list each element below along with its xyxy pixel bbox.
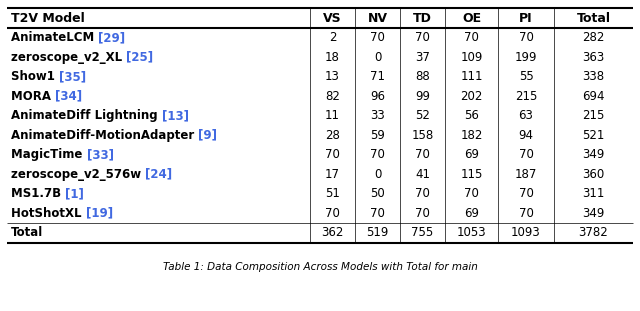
Text: 111: 111 bbox=[460, 70, 483, 83]
Text: 17: 17 bbox=[325, 168, 340, 181]
Text: 70: 70 bbox=[518, 187, 533, 200]
Text: 215: 215 bbox=[515, 90, 537, 103]
Text: 282: 282 bbox=[582, 31, 605, 44]
Text: 182: 182 bbox=[460, 129, 483, 142]
Text: 69: 69 bbox=[464, 148, 479, 161]
Text: NV: NV bbox=[367, 12, 387, 25]
Text: 338: 338 bbox=[582, 70, 605, 83]
Text: 70: 70 bbox=[415, 207, 430, 220]
Text: 519: 519 bbox=[366, 226, 388, 239]
Text: 70: 70 bbox=[464, 31, 479, 44]
Text: zeroscope_v2_XL: zeroscope_v2_XL bbox=[11, 51, 126, 64]
Text: 363: 363 bbox=[582, 51, 605, 64]
Text: MagicTime: MagicTime bbox=[11, 148, 86, 161]
Text: MS1.7B: MS1.7B bbox=[11, 187, 65, 200]
Text: 70: 70 bbox=[518, 148, 533, 161]
Text: 187: 187 bbox=[515, 168, 537, 181]
Text: 0: 0 bbox=[374, 168, 381, 181]
Text: 70: 70 bbox=[370, 148, 385, 161]
Text: 70: 70 bbox=[518, 31, 533, 44]
Text: 521: 521 bbox=[582, 129, 605, 142]
Text: [33]: [33] bbox=[86, 148, 113, 161]
Text: Total: Total bbox=[11, 226, 44, 239]
Text: 70: 70 bbox=[370, 207, 385, 220]
Text: 115: 115 bbox=[460, 168, 483, 181]
Text: AnimateDiff Lightning: AnimateDiff Lightning bbox=[11, 109, 162, 122]
Text: [34]: [34] bbox=[55, 90, 83, 103]
Text: [24]: [24] bbox=[145, 168, 172, 181]
Text: 109: 109 bbox=[460, 51, 483, 64]
Text: 70: 70 bbox=[415, 31, 430, 44]
Text: 1093: 1093 bbox=[511, 226, 541, 239]
Text: PI: PI bbox=[519, 12, 533, 25]
Text: 3782: 3782 bbox=[579, 226, 609, 239]
Text: 88: 88 bbox=[415, 70, 430, 83]
Text: 70: 70 bbox=[415, 187, 430, 200]
Text: Total: Total bbox=[577, 12, 611, 25]
Text: 82: 82 bbox=[325, 90, 340, 103]
Text: 2: 2 bbox=[329, 31, 336, 44]
Text: 362: 362 bbox=[321, 226, 344, 239]
Text: Table 1: Data Composition Across Models with Total for main: Table 1: Data Composition Across Models … bbox=[163, 262, 477, 272]
Text: [13]: [13] bbox=[162, 109, 189, 122]
Text: 71: 71 bbox=[370, 70, 385, 83]
Text: 755: 755 bbox=[412, 226, 434, 239]
Text: 52: 52 bbox=[415, 109, 430, 122]
Text: T2V Model: T2V Model bbox=[11, 12, 84, 25]
Text: OE: OE bbox=[462, 12, 481, 25]
Text: 59: 59 bbox=[370, 129, 385, 142]
Text: 202: 202 bbox=[460, 90, 483, 103]
Text: 63: 63 bbox=[518, 109, 533, 122]
Text: 33: 33 bbox=[370, 109, 385, 122]
Text: 70: 70 bbox=[518, 207, 533, 220]
Text: 0: 0 bbox=[374, 51, 381, 64]
Text: 311: 311 bbox=[582, 187, 605, 200]
Text: 41: 41 bbox=[415, 168, 430, 181]
Text: 11: 11 bbox=[325, 109, 340, 122]
Text: HotShotXL: HotShotXL bbox=[11, 207, 86, 220]
Text: 694: 694 bbox=[582, 90, 605, 103]
Text: [29]: [29] bbox=[99, 31, 125, 44]
Text: [35]: [35] bbox=[59, 70, 86, 83]
Text: 96: 96 bbox=[370, 90, 385, 103]
Text: 28: 28 bbox=[325, 129, 340, 142]
Text: 360: 360 bbox=[582, 168, 605, 181]
Text: 1053: 1053 bbox=[457, 226, 486, 239]
Text: 215: 215 bbox=[582, 109, 605, 122]
Text: 51: 51 bbox=[325, 187, 340, 200]
Text: 70: 70 bbox=[325, 148, 340, 161]
Text: 70: 70 bbox=[464, 187, 479, 200]
Text: Show1: Show1 bbox=[11, 70, 59, 83]
Text: 70: 70 bbox=[415, 148, 430, 161]
Text: 349: 349 bbox=[582, 207, 605, 220]
Text: [9]: [9] bbox=[198, 129, 218, 142]
Text: [1]: [1] bbox=[65, 187, 84, 200]
Text: 13: 13 bbox=[325, 70, 340, 83]
Text: [19]: [19] bbox=[86, 207, 113, 220]
Text: 99: 99 bbox=[415, 90, 430, 103]
Text: 199: 199 bbox=[515, 51, 537, 64]
Text: [25]: [25] bbox=[126, 51, 154, 64]
Text: 70: 70 bbox=[370, 31, 385, 44]
Text: VS: VS bbox=[323, 12, 342, 25]
Text: 349: 349 bbox=[582, 148, 605, 161]
Text: 50: 50 bbox=[370, 187, 385, 200]
Text: 37: 37 bbox=[415, 51, 430, 64]
Text: MORA: MORA bbox=[11, 90, 55, 103]
Text: 94: 94 bbox=[518, 129, 534, 142]
Text: TD: TD bbox=[413, 12, 432, 25]
Text: 56: 56 bbox=[464, 109, 479, 122]
Text: 55: 55 bbox=[518, 70, 533, 83]
Text: AnimateDiff-MotionAdapter: AnimateDiff-MotionAdapter bbox=[11, 129, 198, 142]
Text: 18: 18 bbox=[325, 51, 340, 64]
Text: zeroscope_v2_576w: zeroscope_v2_576w bbox=[11, 168, 145, 181]
Text: 158: 158 bbox=[412, 129, 434, 142]
Text: 69: 69 bbox=[464, 207, 479, 220]
Text: AnimateLCM: AnimateLCM bbox=[11, 31, 99, 44]
Text: 70: 70 bbox=[325, 207, 340, 220]
